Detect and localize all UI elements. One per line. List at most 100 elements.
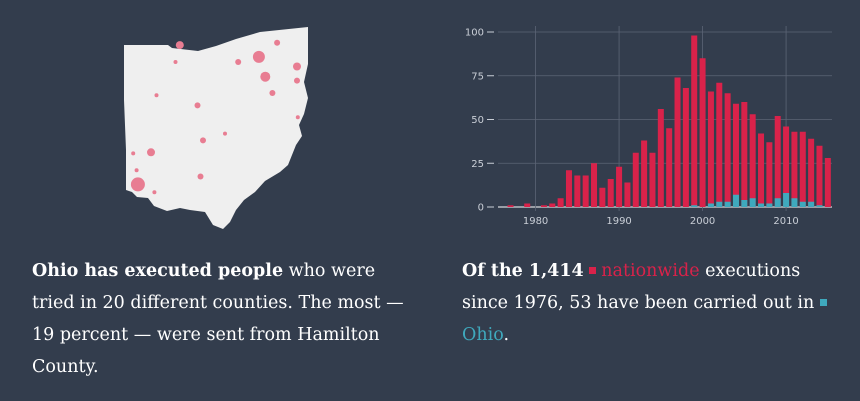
nationwide-bar (741, 102, 748, 207)
y-axis-labels: 0 25 50 75 100 (465, 28, 494, 214)
nationwide-bar (824, 158, 831, 207)
nationwide-bar (632, 152, 639, 207)
county-dot (223, 131, 227, 136)
nationwide-bar (666, 128, 673, 207)
y-tick-label: 75 (471, 71, 484, 82)
nationwide-bar (574, 175, 581, 207)
nationwide-legend-square (589, 267, 597, 274)
nationwide-bar (674, 77, 681, 207)
county-dot (154, 93, 159, 98)
nationwide-bar (657, 109, 664, 207)
y-tick-label: 50 (471, 115, 484, 126)
ohio-bar (724, 201, 731, 207)
nationwide-bar (732, 103, 739, 207)
map-caption-bold: Ohio has executed people (32, 261, 284, 281)
county-dots (130, 39, 301, 195)
nationwide-legend-label: nationwide (601, 261, 700, 281)
nationwide-bar (649, 152, 656, 207)
chart-caption-text: executions since 1976, 53 have been carr… (462, 261, 820, 313)
nationwide-bar (540, 205, 547, 207)
nationwide-bar (816, 145, 823, 207)
nationwide-bar (766, 142, 773, 207)
county-dot (134, 168, 139, 173)
y-tick-label: 100 (465, 28, 484, 39)
ohio-bar (791, 198, 798, 207)
nationwide-bar (699, 58, 706, 207)
nationwide-bar (707, 91, 714, 207)
ohio-bar (691, 205, 698, 207)
nationwide-bar (774, 116, 781, 207)
nationwide-bar (582, 175, 589, 207)
county-dot (260, 71, 271, 82)
x-tick-label: 2000 (690, 216, 715, 227)
nationwide-bar (758, 133, 765, 207)
county-dot (147, 148, 155, 157)
nationwide-bar (507, 205, 514, 207)
county-dot (235, 59, 242, 65)
county-dot (269, 90, 276, 96)
nationwide-bar (749, 114, 756, 207)
executions-chart: 0 25 50 75 100 1980 1990 2000 2010 (452, 18, 852, 233)
map-caption-text: who were tried in 20 different counties.… (32, 261, 404, 377)
nationwide-bar (624, 182, 631, 207)
chart-caption-end: . (503, 325, 510, 345)
nationwide-bar (549, 203, 556, 207)
county-dot (252, 50, 265, 63)
x-tick-label: 1980 (523, 216, 548, 227)
y-tick-label: 25 (471, 159, 484, 170)
nationwide-bar (641, 140, 648, 207)
ohio-bar (741, 200, 748, 207)
county-dot (175, 41, 184, 50)
nationwide-bar (524, 203, 531, 207)
map-caption: Ohio has executed people who were tried … (32, 255, 412, 383)
ohio-legend-label: Ohio (462, 325, 504, 345)
ohio-bar (749, 198, 756, 207)
x-tick-label: 2010 (773, 216, 798, 227)
county-dot (173, 60, 178, 64)
ohio-state-shape (124, 27, 308, 229)
nationwide-bar (682, 88, 689, 207)
county-dot (130, 177, 145, 192)
nationwide-bar (783, 126, 790, 207)
county-dot (197, 173, 204, 180)
ohio-bar (808, 201, 815, 207)
nationwide-bar (691, 35, 698, 207)
nationwide-bar (607, 179, 614, 207)
nationwide-bar (716, 82, 723, 207)
ohio-map (110, 20, 325, 235)
nationwide-bar (808, 138, 815, 207)
county-dot (293, 62, 301, 71)
ohio-bar (758, 203, 765, 207)
nationwide-bar (724, 93, 731, 207)
ohio-bar (774, 198, 781, 207)
county-dot (131, 151, 136, 156)
ohio-bar (816, 205, 823, 207)
ohio-bar (707, 203, 714, 207)
y-tick-label: 0 (478, 203, 484, 214)
x-axis-labels: 1980 1990 2000 2010 (523, 216, 799, 227)
county-dot (295, 115, 300, 120)
ohio-bar (766, 203, 773, 207)
county-dot (194, 102, 201, 109)
chart-caption-bold: Of the 1,414 (462, 261, 584, 281)
county-dot (294, 77, 300, 84)
nationwide-bar (557, 198, 564, 207)
ohio-bar (783, 193, 790, 207)
ohio-bar (799, 201, 806, 207)
chart-bars (507, 35, 831, 207)
nationwide-bar (565, 170, 572, 207)
county-dot (200, 137, 206, 144)
chart-caption: Of the 1,414 nationwide executions since… (462, 255, 842, 351)
nationwide-bar (591, 163, 598, 207)
nationwide-bar (799, 131, 806, 207)
ohio-bar (732, 194, 739, 207)
ohio-bar (716, 201, 723, 207)
nationwide-bar (616, 166, 623, 207)
chart-grid (498, 26, 832, 211)
county-dot (274, 39, 281, 46)
ohio-legend-square (819, 299, 827, 306)
nationwide-bar (791, 131, 798, 207)
x-tick-label: 1990 (606, 216, 631, 227)
county-dot (152, 190, 157, 195)
nationwide-bar (599, 187, 606, 207)
